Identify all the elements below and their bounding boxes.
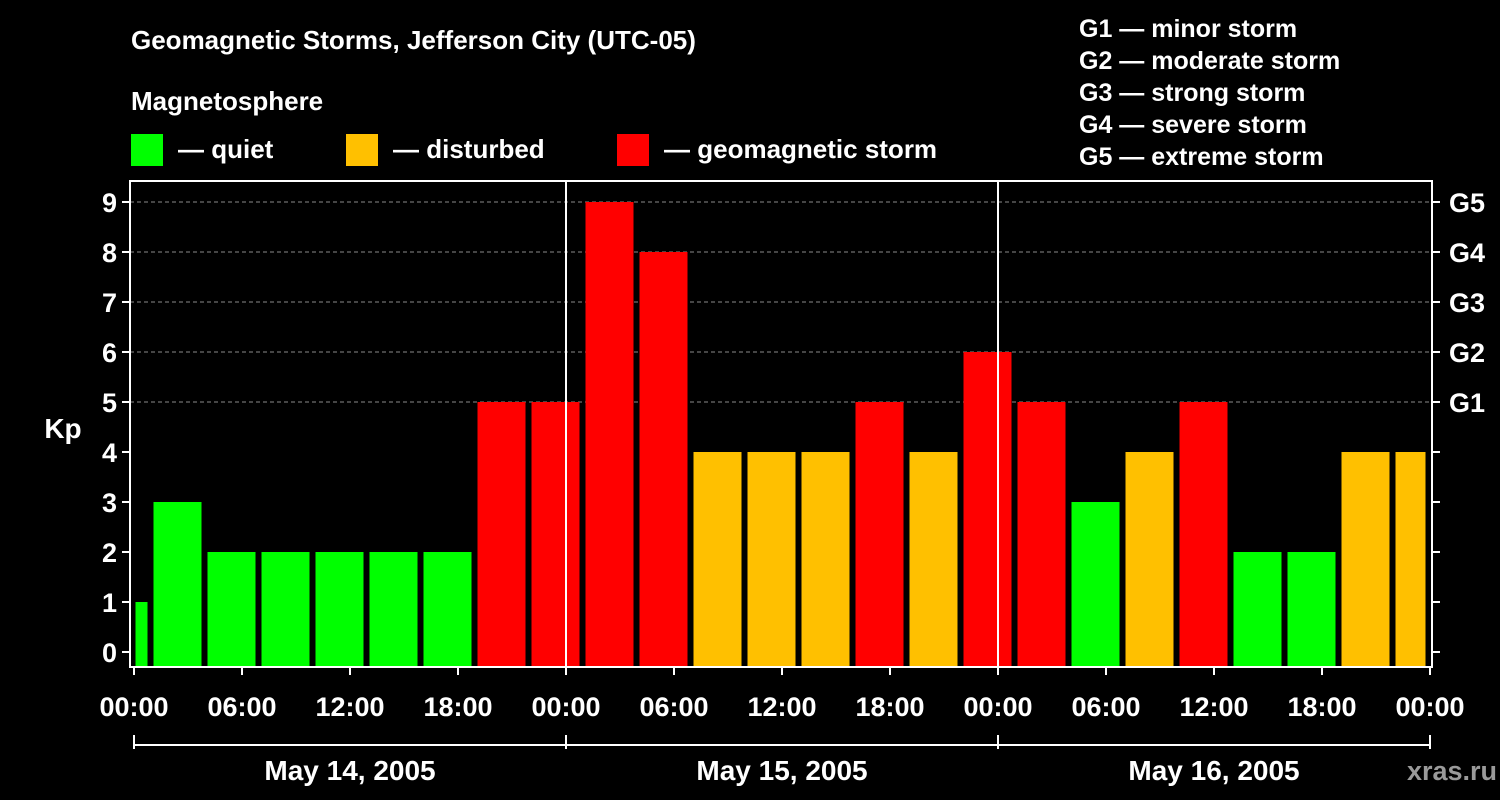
bar-18 bbox=[1071, 502, 1120, 667]
y-tick-label-5: 5 bbox=[102, 388, 117, 418]
x-tick-label-7: 18:00 bbox=[855, 692, 924, 722]
bar-11 bbox=[693, 452, 742, 667]
y-axis-title: Kp bbox=[44, 413, 81, 444]
storm-scale-g5: G5 — extreme storm bbox=[1079, 143, 1324, 171]
bar-22 bbox=[1287, 552, 1336, 667]
right-axis-label-g2: G2 bbox=[1449, 338, 1485, 368]
legend-label-disturbed: — disturbed bbox=[393, 134, 545, 164]
storm-scale-g1: G1 — minor storm bbox=[1079, 15, 1297, 43]
y-tick-label-3: 3 bbox=[102, 488, 117, 518]
x-tick-label-10: 12:00 bbox=[1179, 692, 1248, 722]
x-tick-label-0: 00:00 bbox=[99, 692, 168, 722]
x-tick-label-1: 06:00 bbox=[207, 692, 276, 722]
bar-20 bbox=[1179, 402, 1228, 667]
y-tick-label-1: 1 bbox=[102, 588, 117, 618]
bar-8 bbox=[531, 402, 580, 667]
x-tick-label-4: 00:00 bbox=[531, 692, 600, 722]
right-axis-label-g3: G3 bbox=[1449, 288, 1485, 318]
right-axis-label-g4: G4 bbox=[1449, 238, 1485, 268]
y-tick-label-7: 7 bbox=[102, 288, 117, 318]
axes-layer bbox=[122, 180, 1440, 749]
storm-scale-key: G1 — minor storm G2 — moderate storm G3 … bbox=[1079, 15, 1340, 171]
legend-swatch-disturbed bbox=[346, 134, 378, 166]
x-tick-label-11: 18:00 bbox=[1287, 692, 1356, 722]
x-tick-label-5: 06:00 bbox=[639, 692, 708, 722]
legend-swatch-storm bbox=[617, 134, 649, 166]
bar-24 bbox=[1395, 452, 1426, 667]
day-label-2: May 16, 2005 bbox=[1128, 755, 1299, 786]
y-tick-label-8: 8 bbox=[102, 238, 117, 268]
bar-17 bbox=[1017, 402, 1066, 667]
x-tick-label-6: 12:00 bbox=[747, 692, 816, 722]
day-label-1: May 15, 2005 bbox=[696, 755, 867, 786]
bar-5 bbox=[369, 552, 418, 667]
y-tick-label-4: 4 bbox=[102, 438, 117, 468]
legend-swatch-quiet bbox=[131, 134, 163, 166]
legend-heading: Magnetosphere bbox=[131, 86, 323, 116]
y-tick-label-6: 6 bbox=[102, 338, 117, 368]
bar-2 bbox=[207, 552, 256, 667]
bar-13 bbox=[801, 452, 850, 667]
x-tick-label-3: 18:00 bbox=[423, 692, 492, 722]
legend: — quiet — disturbed — geomagnetic storm bbox=[131, 134, 937, 166]
y-tick-label-9: 9 bbox=[102, 188, 117, 218]
bar-19 bbox=[1125, 452, 1174, 667]
bar-0 bbox=[135, 602, 148, 667]
right-axis-label-g5: G5 bbox=[1449, 188, 1485, 218]
grid-layer bbox=[130, 201, 1432, 403]
watermark: xras.ru bbox=[1407, 756, 1497, 786]
x-tick-label-12: 00:00 bbox=[1395, 692, 1464, 722]
day-label-0: May 14, 2005 bbox=[264, 755, 435, 786]
right-axis-label-g1: G1 bbox=[1449, 388, 1485, 418]
bar-21 bbox=[1233, 552, 1282, 667]
y-tick-label-2: 2 bbox=[102, 538, 117, 568]
chart-title: Geomagnetic Storms, Jefferson City (UTC-… bbox=[131, 25, 696, 55]
legend-label-quiet: — quiet bbox=[178, 134, 274, 164]
bar-16 bbox=[963, 352, 1012, 667]
bars-layer bbox=[135, 202, 1426, 667]
bar-4 bbox=[315, 552, 364, 667]
bar-6 bbox=[423, 552, 472, 667]
storm-scale-g2: G2 — moderate storm bbox=[1079, 47, 1340, 75]
bar-3 bbox=[261, 552, 310, 667]
x-tick-label-2: 12:00 bbox=[315, 692, 384, 722]
storm-scale-g4: G4 — severe storm bbox=[1079, 111, 1307, 139]
x-tick-label-8: 00:00 bbox=[963, 692, 1032, 722]
x-tick-label-9: 06:00 bbox=[1071, 692, 1140, 722]
labels-layer: 0 1 2 3 4 5 6 7 8 9 G1 G2 G3 G4 G5 00:00 06:00 12:00 18:00… bbox=[99, 188, 1485, 786]
bar-12 bbox=[747, 452, 796, 667]
bar-15 bbox=[909, 452, 958, 667]
legend-label-storm: — geomagnetic storm bbox=[664, 134, 937, 164]
bar-9 bbox=[585, 202, 634, 667]
bar-10 bbox=[639, 252, 688, 667]
bar-1 bbox=[153, 502, 202, 667]
y-tick-label-0: 0 bbox=[102, 638, 117, 668]
bar-14 bbox=[855, 402, 904, 667]
bar-7 bbox=[477, 402, 526, 667]
bar-23 bbox=[1341, 452, 1390, 667]
storm-scale-g3: G3 — strong storm bbox=[1079, 79, 1305, 107]
